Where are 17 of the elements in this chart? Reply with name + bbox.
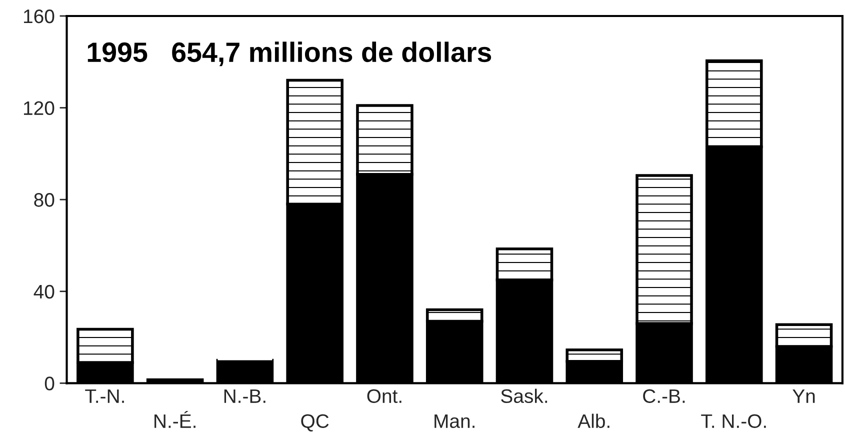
y-tick-label: 40 — [34, 284, 54, 299]
x-tick-label: N.-B. — [224, 389, 266, 403]
x-tick-label: C.-B. — [643, 389, 685, 404]
x-tick-label: Ont. — [367, 389, 402, 404]
x-tick-label: Alb. — [578, 414, 610, 428]
x-tick-label: T.-N. — [85, 389, 124, 403]
y-tick-label: 160 — [24, 9, 54, 24]
x-tick-label: Man. — [434, 414, 474, 428]
x-tick-label: T. N.-O. — [701, 414, 766, 428]
y-tick-label: 80 — [34, 193, 54, 207]
text: 1995 654,7 millions de dollars — [88, 42, 492, 66]
y-tick-label: 120 — [24, 101, 54, 116]
x-tick-label: Sask. — [501, 388, 548, 404]
x-tick-label: Yn — [792, 389, 815, 403]
x-tick-label: QC — [301, 414, 329, 432]
y-tick-label: 0 — [44, 376, 54, 390]
x-tick-label: N.-É. — [154, 410, 196, 428]
